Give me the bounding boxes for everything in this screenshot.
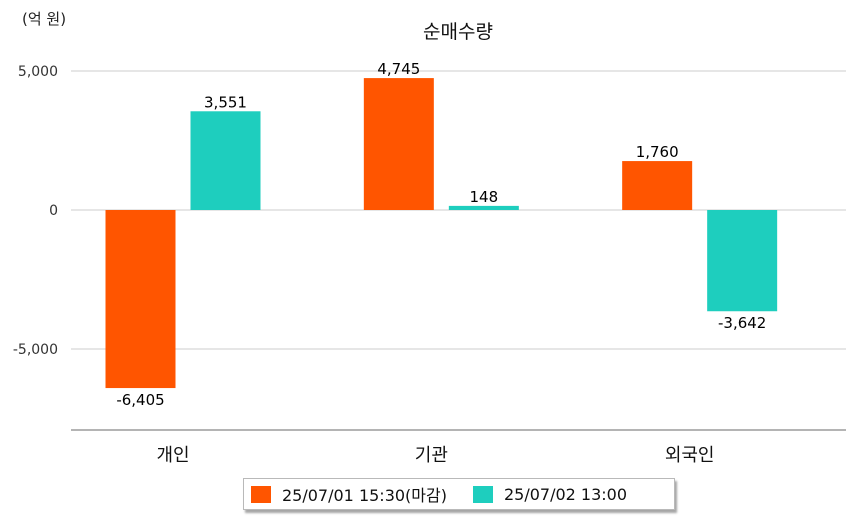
data-label: 148 [470,188,499,206]
bar-chart: (억 원) 순매수량 5,000 0 -5,000 -6,405 3,551 개인 4,745 1… [13,10,846,466]
legend-item-series-1[interactable]: 25/07/01 15:30(마감) [251,482,447,506]
data-label: 4,745 [377,60,420,78]
legend-swatch-series-1 [251,485,271,503]
x-tick-label: 개인 [156,445,189,466]
legend-item-series-2[interactable]: 25/07/02 13:00 [472,484,628,504]
bar-2-2 [448,205,519,210]
chart-title: 순매수량 [423,21,493,43]
data-label: 1,760 [636,143,679,161]
bar-1-2 [363,78,434,211]
bar-2-1 [190,111,261,210]
x-tick-label: 기관 [415,445,448,466]
data-label: -3,642 [718,314,766,332]
y-tick-label: 0 [49,203,58,219]
bar-2-3 [707,210,778,312]
legend-label-series-2: 25/07/02 13:00 [503,484,628,504]
data-label: 3,551 [204,93,247,111]
y-tick-label: 5,000 [18,64,58,80]
bar-1-1 [105,210,176,389]
x-tick-label: 외국인 [665,445,715,466]
data-label: -6,405 [116,391,164,409]
legend-label-series-1: 25/07/01 15:30(마감) [282,486,447,505]
legend: 25/07/01 15:30(마감) 25/07/02 13:00 [243,478,675,510]
legend-swatch-series-2 [472,485,493,503]
y-unit-label: (억 원) [22,10,66,28]
y-tick-label: -5,000 [13,342,58,358]
bar-1-3 [622,161,693,210]
